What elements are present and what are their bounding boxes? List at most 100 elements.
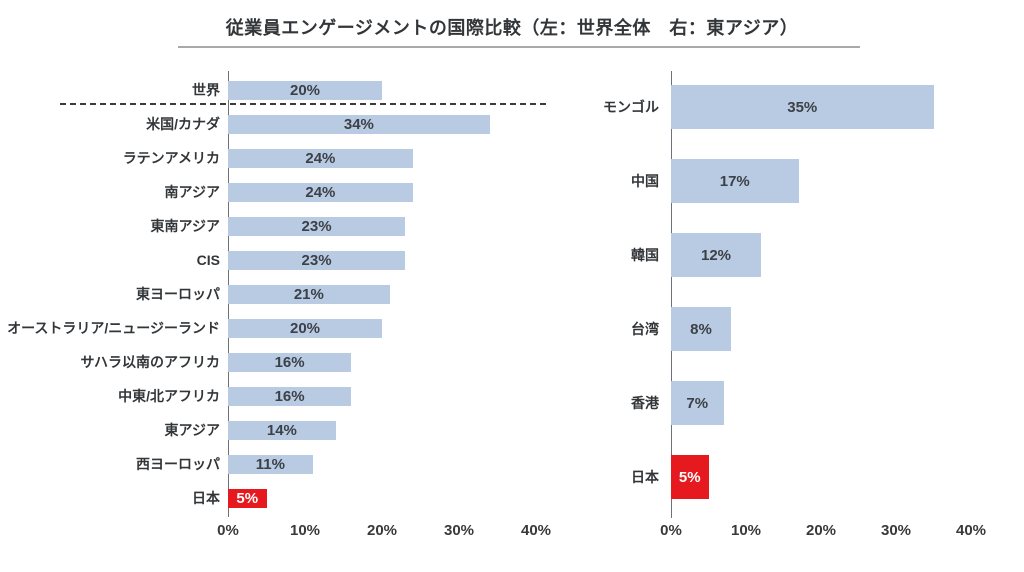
- bar-value-label: 5%: [236, 489, 259, 507]
- bar-track: 12%: [671, 218, 971, 292]
- data-bar: 14%: [228, 420, 336, 440]
- category-label: 日本: [192, 490, 220, 506]
- data-bar: 35%: [671, 85, 934, 129]
- bar-value-label: 17%: [719, 172, 750, 190]
- bar-value-label: 24%: [305, 183, 336, 201]
- category-label: 中国: [631, 173, 659, 189]
- data-bar: 16%: [228, 386, 352, 406]
- data-bar: 7%: [671, 381, 724, 425]
- bar-value-label: 20%: [289, 81, 321, 99]
- east-asia-engagement-bar-chart: モンゴル 35% 中国 17% 韓国 12% 台湾 8% 香港 7% 日本 5% 0% 10% 20% 30%…: [575, 62, 1024, 562]
- category-label: 西ヨーロッパ: [136, 456, 220, 472]
- x-axis-tick-label: 30%: [443, 522, 475, 539]
- chart-row: サハラ以南のアフリカ 16%: [0, 345, 560, 379]
- category-label: 香港: [631, 395, 659, 411]
- bar-track: 14%: [228, 413, 536, 447]
- data-bar: 17%: [671, 159, 799, 203]
- chart-row: 東アジア 14%: [0, 413, 560, 447]
- chart-row: 日本 5%: [0, 481, 560, 515]
- bar-track: 24%: [228, 175, 536, 209]
- data-bar: 11%: [228, 454, 313, 474]
- chart-row: 南アジア 24%: [0, 175, 560, 209]
- chart-row: 世界 20%: [0, 73, 560, 107]
- bar-track: 8%: [671, 292, 971, 366]
- bar-value-label: 12%: [700, 246, 732, 264]
- category-label: 米国/カナダ: [146, 116, 220, 132]
- bar-track: 5%: [671, 440, 971, 514]
- chart-row: 中東/北アフリカ 16%: [0, 379, 560, 413]
- bar-value-label: 35%: [787, 98, 818, 116]
- chart-row: ラテンアメリカ 24%: [0, 141, 560, 175]
- chart-row: 米国/カナダ 34%: [0, 107, 560, 141]
- category-label: 韓国: [631, 247, 659, 263]
- chart-row: 韓国 12%: [575, 218, 1024, 292]
- bar-value-label: 14%: [266, 421, 297, 439]
- bar-value-label: 21%: [293, 285, 324, 303]
- chart-row: 西ヨーロッパ 11%: [0, 447, 560, 481]
- chart-row: CIS 23%: [0, 243, 560, 277]
- title-underline: [178, 46, 860, 48]
- x-axis-tick-label: 10%: [289, 522, 321, 539]
- data-bar: 12%: [671, 233, 761, 277]
- data-bar: 16%: [228, 352, 352, 372]
- bar-track: 24%: [228, 141, 536, 175]
- category-label: 台湾: [631, 321, 659, 337]
- data-bar: 34%: [228, 114, 490, 134]
- highlight-bar: 5%: [671, 455, 709, 499]
- category-label: 世界: [192, 82, 220, 98]
- category-label: 東南アジア: [150, 218, 220, 234]
- highlight-bar: 5%: [228, 488, 267, 508]
- bar-value-label: 34%: [343, 115, 374, 133]
- bar-value-label: 20%: [289, 319, 321, 337]
- world-average-separator-line: [60, 103, 546, 105]
- data-bar: 23%: [228, 250, 406, 270]
- bar-value-label: 23%: [301, 217, 332, 235]
- category-label: 南アジア: [164, 184, 220, 200]
- bar-track: 5%: [228, 481, 536, 515]
- x-axis-tick-label: 10%: [730, 522, 762, 539]
- bar-value-label: 5%: [678, 468, 701, 486]
- data-bar: 20%: [228, 80, 382, 100]
- y-axis-line: [671, 71, 672, 518]
- bar-track: 16%: [228, 345, 536, 379]
- category-label: CIS: [196, 252, 220, 268]
- bar-track: 11%: [228, 447, 536, 481]
- data-bar: 23%: [228, 216, 406, 236]
- bar-rows: 世界 20% 米国/カナダ 34% ラテンアメリカ 24% 南アジア 24% 東南アジア 23% C…: [0, 73, 560, 515]
- category-label: オーストラリア/ニュージーランド: [7, 320, 220, 336]
- bar-track: 23%: [228, 209, 536, 243]
- category-label: 東アジア: [164, 422, 220, 438]
- bar-track: 20%: [228, 311, 536, 345]
- bar-value-label: 16%: [274, 353, 305, 371]
- bar-track: 23%: [228, 243, 536, 277]
- x-axis-ticks: 0% 10% 20% 30% 40%: [660, 522, 986, 544]
- data-bar: 24%: [228, 182, 413, 202]
- x-axis-tick-label: 20%: [366, 522, 398, 539]
- x-axis-tick-label: 40%: [520, 522, 552, 539]
- category-label: モンゴル: [603, 99, 659, 115]
- world-engagement-bar-chart: 世界 20% 米国/カナダ 34% ラテンアメリカ 24% 南アジア 24% 東南アジア 23% C…: [0, 62, 560, 562]
- bar-value-label: 7%: [686, 394, 709, 412]
- bar-track: 7%: [671, 366, 971, 440]
- category-label: 東ヨーロッパ: [136, 286, 220, 302]
- x-axis-tick-label: 0%: [660, 522, 682, 539]
- chart-row: オーストラリア/ニュージーランド 20%: [0, 311, 560, 345]
- x-axis-tick-label: 20%: [805, 522, 837, 539]
- page-title: 従業員エンゲージメントの国際比較（左：世界全体 右：東アジア）: [225, 18, 799, 38]
- bar-track: 34%: [228, 107, 536, 141]
- bar-value-label: 8%: [690, 320, 712, 338]
- bar-track: 16%: [228, 379, 536, 413]
- category-label: 日本: [631, 469, 659, 485]
- data-bar: 8%: [671, 307, 731, 351]
- data-bar: 21%: [228, 284, 390, 304]
- x-axis-ticks: 0% 10% 20% 30% 40%: [217, 522, 551, 544]
- bar-track: 17%: [671, 144, 971, 218]
- bar-track: 21%: [228, 277, 536, 311]
- x-axis-tick-label: 40%: [955, 522, 987, 539]
- bar-value-label: 23%: [301, 251, 332, 269]
- x-axis-tick-label: 0%: [217, 522, 239, 539]
- chart-row: 中国 17%: [575, 144, 1024, 218]
- bar-track: 35%: [671, 70, 971, 144]
- category-label: 中東/北アフリカ: [118, 388, 220, 404]
